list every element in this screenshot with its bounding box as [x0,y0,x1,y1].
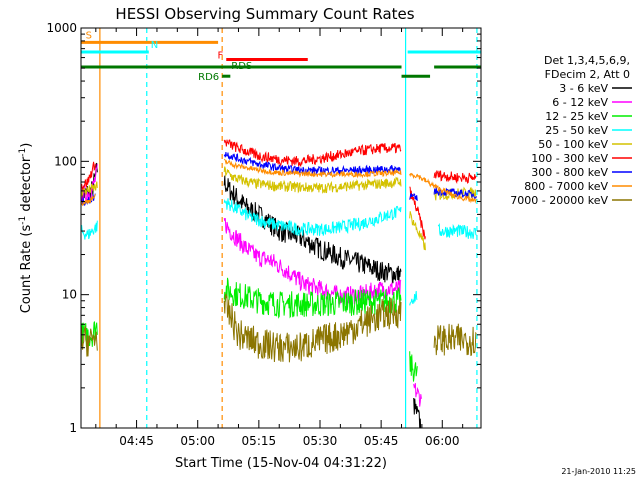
legend-label-3: 25 - 50 keV [545,124,608,137]
flag-label-rds: RDS [231,61,252,72]
series-5 [81,139,477,240]
y-axis: 1 10 100 1000 [46,21,481,435]
legend-label-2: 12 - 25 keV [545,110,608,123]
y-tick-label-3: 1000 [46,21,77,35]
series-7 [81,158,477,207]
plot-frame [80,27,482,429]
legend-label-7: 800 - 7000 keV [524,180,608,193]
x-tick-label-3: 05:30 [303,434,338,448]
timestamp: 21-Jan-2010 11:25 [561,467,636,476]
series-4 [81,166,477,251]
legend-label-1: 6 - 12 keV [552,96,608,109]
x-tick-label-4: 05:45 [364,434,399,448]
legend-label-5: 100 - 300 keV [531,152,608,165]
plot-area: S N F RDS RD6 [81,28,481,428]
legend-label-8: 7000 - 20000 keV [510,194,608,207]
y-tick-label-2: 100 [54,154,77,168]
x-tick-label-1: 05:00 [180,434,215,448]
y-tick-label-0: 1 [69,421,77,435]
x-tick-label-0: 04:45 [119,434,154,448]
legend: Det 1,3,4,5,6,9,FDecim 2, Att 03 - 6 keV… [510,54,632,207]
legend-header-0: Det 1,3,4,5,6,9, [544,54,630,67]
legend-label-4: 50 - 100 keV [538,138,608,151]
flag-label-s: S [86,30,92,41]
x-axis: 04:45 05:00 05:15 05:30 05:45 06:00 [95,28,464,448]
series-1 [81,163,422,407]
x-tick-label-2: 05:15 [242,434,277,448]
chart-title: HESSI Observing Summary Count Rates [115,5,414,23]
flag-label-f: F [217,51,223,62]
y-tick-label-1: 10 [62,288,77,302]
x-tick-label-5: 06:00 [425,434,460,448]
flag-label-rd6: RD6 [198,72,219,83]
legend-label-6: 300 - 800 keV [531,166,608,179]
legend-header-1: FDecim 2, Att 0 [545,68,630,81]
y-axis-label: Count Rate (s-1 detector-1) [18,143,34,314]
series-3 [81,198,477,306]
flag-label-n: N [151,40,158,51]
legend-label-0: 3 - 6 keV [559,82,608,95]
x-axis-label: Start Time (15-Nov-04 04:31:22) [175,456,387,471]
series-8 [81,293,477,363]
